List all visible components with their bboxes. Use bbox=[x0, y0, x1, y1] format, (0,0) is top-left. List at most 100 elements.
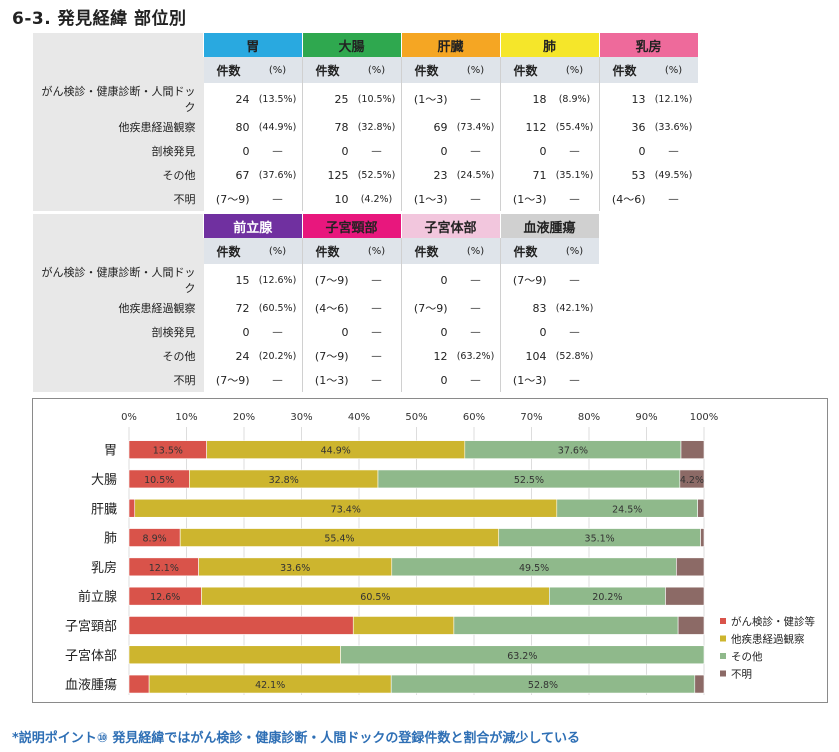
count-cell: (7～9) bbox=[499, 264, 551, 296]
percent-cell: ― bbox=[371, 302, 382, 314]
count-cell: 0 bbox=[400, 368, 452, 392]
percent-cell: (37.6%) bbox=[258, 169, 297, 181]
percent-cell: ― bbox=[470, 145, 481, 157]
percent-cell: ― bbox=[371, 274, 382, 286]
count-cell: 0 bbox=[301, 320, 353, 344]
percent-cell: (20.2%) bbox=[258, 350, 297, 362]
percent-cell: ― bbox=[371, 326, 382, 338]
percent-header: (%) bbox=[253, 238, 302, 264]
count-header: 件数 bbox=[203, 238, 254, 264]
count-cell: 24 bbox=[235, 92, 250, 106]
percent-cell: ― bbox=[470, 274, 481, 286]
count-header: 件数 bbox=[301, 238, 353, 264]
percent-cell: (63.2%) bbox=[456, 350, 495, 362]
table-organs-2: 前立腺 子宮頸部 子宮体部 血液腫瘍 件数 (%) 件数 (%) 件数 (%) 件数 (%) がん検診・… bbox=[33, 214, 599, 392]
row-label: がん検診・健康診断・人間ドック bbox=[33, 264, 204, 296]
count-cell: (7～9) bbox=[301, 344, 353, 368]
count-cell: 72 bbox=[235, 301, 250, 315]
percent-cell: ― bbox=[272, 326, 283, 338]
bar-segment bbox=[453, 616, 679, 635]
data-label: 12.6% bbox=[150, 592, 180, 603]
percent-cell: (55.4%) bbox=[555, 121, 594, 133]
data-label: 24.5% bbox=[612, 504, 642, 515]
category-label: 子宮体部 bbox=[65, 648, 117, 664]
percent-cell: ― bbox=[371, 350, 382, 362]
percent-cell: ― bbox=[371, 145, 382, 157]
count-cell: 112 bbox=[499, 115, 551, 139]
count-header: 件数 bbox=[400, 238, 452, 264]
percent-header: (%) bbox=[451, 238, 500, 264]
percent-cell: (32.8%) bbox=[357, 121, 396, 133]
count-cell: 25 bbox=[301, 83, 353, 115]
row-label: 剖検発見 bbox=[33, 139, 204, 163]
count-cell: 71 bbox=[499, 163, 551, 187]
percent-cell: (52.5%) bbox=[357, 169, 396, 181]
bar-segment bbox=[677, 616, 705, 635]
percent-cell: ― bbox=[668, 193, 679, 205]
table-row: がん検診・健康診断・人間ドック 24 (13.5%) 25 (10.5%) (1～3) ― 1… bbox=[33, 83, 698, 115]
x-tick-label: 60% bbox=[463, 412, 485, 423]
legend-label: その他 bbox=[731, 650, 763, 663]
percent-cell: (13.5%) bbox=[258, 93, 297, 105]
percent-cell: ― bbox=[371, 374, 382, 386]
data-label: 13.5% bbox=[153, 446, 183, 457]
data-label: 20.2% bbox=[592, 592, 622, 603]
count-cell: 0 bbox=[499, 139, 551, 163]
row-label: 他疾患経過観察 bbox=[33, 296, 204, 320]
count-cell: 0 bbox=[400, 139, 452, 163]
count-cell: 18 bbox=[499, 83, 551, 115]
percent-header: (%) bbox=[550, 238, 599, 264]
table-organs-1: 胃大腸 肝臓肺乳房 件数 (%) 件数 (%) 件数 (%) 件数 (%) 件数 (%) がん検診・健康… bbox=[33, 33, 698, 211]
data-label: 12.1% bbox=[149, 563, 179, 574]
page-title: 6-3. 発見経緯 部位別 bbox=[12, 9, 187, 29]
percent-cell: (44.9%) bbox=[258, 121, 297, 133]
legend-swatch bbox=[720, 670, 726, 677]
row-label: 不明 bbox=[33, 368, 204, 392]
percent-cell: ― bbox=[470, 326, 481, 338]
percent-cell: (73.4%) bbox=[456, 121, 495, 133]
count-header: 件数 bbox=[203, 57, 254, 83]
bar-segment bbox=[128, 498, 136, 518]
organ-header: 乳房 bbox=[598, 33, 698, 57]
count-cell: (7～9) bbox=[400, 296, 452, 320]
count-cell: 0 bbox=[242, 144, 250, 158]
legend-swatch bbox=[720, 635, 726, 642]
percent-cell: (24.5%) bbox=[456, 169, 495, 181]
table-row: がん検診・健康診断・人間ドック 15 (12.6%) (7～9) ― 0 ― (7～9) ― bbox=[33, 264, 599, 296]
count-cell: 0 bbox=[242, 325, 250, 339]
data-label: 60.5% bbox=[360, 592, 390, 603]
count-cell: 69 bbox=[400, 115, 452, 139]
legend-label: 他疾患経過観察 bbox=[731, 633, 805, 646]
chart-svg: 0% 10% 20% 30% 40% 50% 60% 70% 80% 90% 100% 胃 13.5% 4… bbox=[65, 412, 815, 695]
row-label: その他 bbox=[33, 344, 204, 368]
count-header: 件数 bbox=[499, 238, 551, 264]
count-cell: 10 bbox=[301, 187, 353, 211]
percent-cell: ― bbox=[569, 193, 580, 205]
count-cell: 0 bbox=[301, 139, 353, 163]
organ-header: 肺 bbox=[499, 33, 599, 57]
count-cell: (7～9) bbox=[301, 264, 353, 296]
percent-cell: ― bbox=[569, 274, 580, 286]
count-cell: (7～9) bbox=[215, 374, 250, 387]
row-label: 不明 bbox=[33, 187, 204, 211]
x-tick-label: 70% bbox=[520, 412, 542, 423]
percent-cell: ― bbox=[272, 374, 283, 386]
legend-swatch bbox=[720, 653, 726, 659]
bar-segment bbox=[340, 645, 705, 665]
percent-cell: ― bbox=[470, 93, 481, 105]
data-label: 63.2% bbox=[507, 651, 537, 662]
percent-cell: ― bbox=[470, 374, 481, 386]
count-cell: (1～3) bbox=[400, 83, 452, 115]
count-header: 件数 bbox=[301, 57, 353, 83]
category-label: 乳房 bbox=[91, 560, 117, 576]
data-label: 32.8% bbox=[269, 475, 299, 486]
count-cell: 53 bbox=[598, 163, 650, 187]
table-row: その他 24 (20.2%) (7～9) ― 12 (63.2%) 104 (52.8%) bbox=[33, 344, 599, 368]
percent-header: (%) bbox=[253, 57, 302, 83]
table-row: 剖検発見 0 ― 0 ― 0 ― 0 ― 0 ― bbox=[33, 139, 698, 163]
organ-header: 大腸 bbox=[301, 33, 401, 57]
count-header: 件数 bbox=[400, 57, 452, 83]
x-tick-label: 100% bbox=[690, 412, 719, 423]
count-cell: 104 bbox=[499, 344, 551, 368]
percent-cell: (52.8%) bbox=[555, 350, 594, 362]
